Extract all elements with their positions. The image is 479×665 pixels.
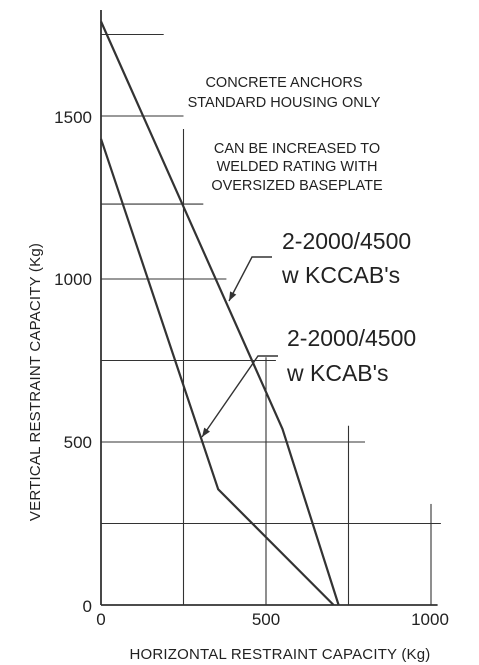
leader-kcab xyxy=(202,356,278,437)
leader-kccab-arrowhead xyxy=(229,291,236,301)
series-label-kcab-line1: 2-2000/4500 xyxy=(287,325,416,351)
annotation-text: WELDED RATING WITH xyxy=(217,159,378,175)
x-tick-label: 0 xyxy=(96,610,105,629)
annotation-notes: CONCRETE ANCHORS STANDARD HOUSING ONLY C… xyxy=(188,75,383,194)
series-label-kccab-line2: w KCCAB's xyxy=(281,262,400,288)
series-label-kccab-line1: 2-2000/4500 xyxy=(282,228,411,254)
series-labels: 2-2000/4500 w KCCAB's 2-2000/4500 w KCAB… xyxy=(281,228,416,386)
x-tick-label: 1000 xyxy=(411,610,449,629)
y-tick-label: 1500 xyxy=(54,108,92,127)
x-tick-labels: 0 500 1000 xyxy=(96,610,449,629)
y-tick-label: 0 xyxy=(83,597,92,616)
grid-lines xyxy=(101,35,441,606)
y-tick-label: 500 xyxy=(64,433,92,452)
annotation-text: STANDARD HOUSING ONLY xyxy=(188,95,381,111)
y-tick-label: 1000 xyxy=(54,270,92,289)
series-label-kcab-line2: w KCAB's xyxy=(286,360,389,386)
annotation-text: CONCRETE ANCHORS xyxy=(205,75,362,91)
annotation-text: OVERSIZED BASEPLATE xyxy=(211,178,383,194)
label-leaders xyxy=(202,257,278,437)
annotation-text: CAN BE INCREASED TO xyxy=(214,141,380,157)
x-axis-label: HORIZONTAL RESTRAINT CAPACITY (Kg) xyxy=(129,646,430,663)
leader-kcab-arrowhead xyxy=(202,428,210,437)
x-tick-label: 500 xyxy=(252,610,280,629)
y-axis-label: VERTICAL RESTRAINT CAPACITY (Kg) xyxy=(27,243,44,521)
y-tick-labels: 0 500 1000 1500 xyxy=(54,108,92,616)
